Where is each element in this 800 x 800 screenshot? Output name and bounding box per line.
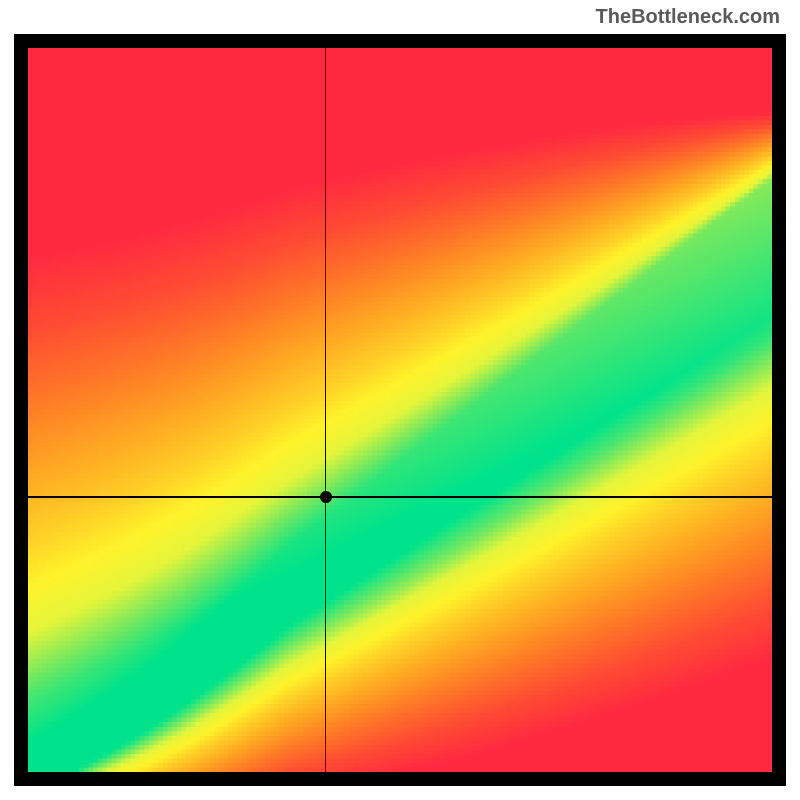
heatmap-canvas xyxy=(28,48,772,772)
crosshair-horizontal xyxy=(28,496,772,497)
watermark: TheBottleneck.com xyxy=(596,6,780,29)
chart-frame xyxy=(14,34,786,786)
crosshair-dot xyxy=(320,491,332,503)
crosshair-vertical xyxy=(325,48,326,772)
